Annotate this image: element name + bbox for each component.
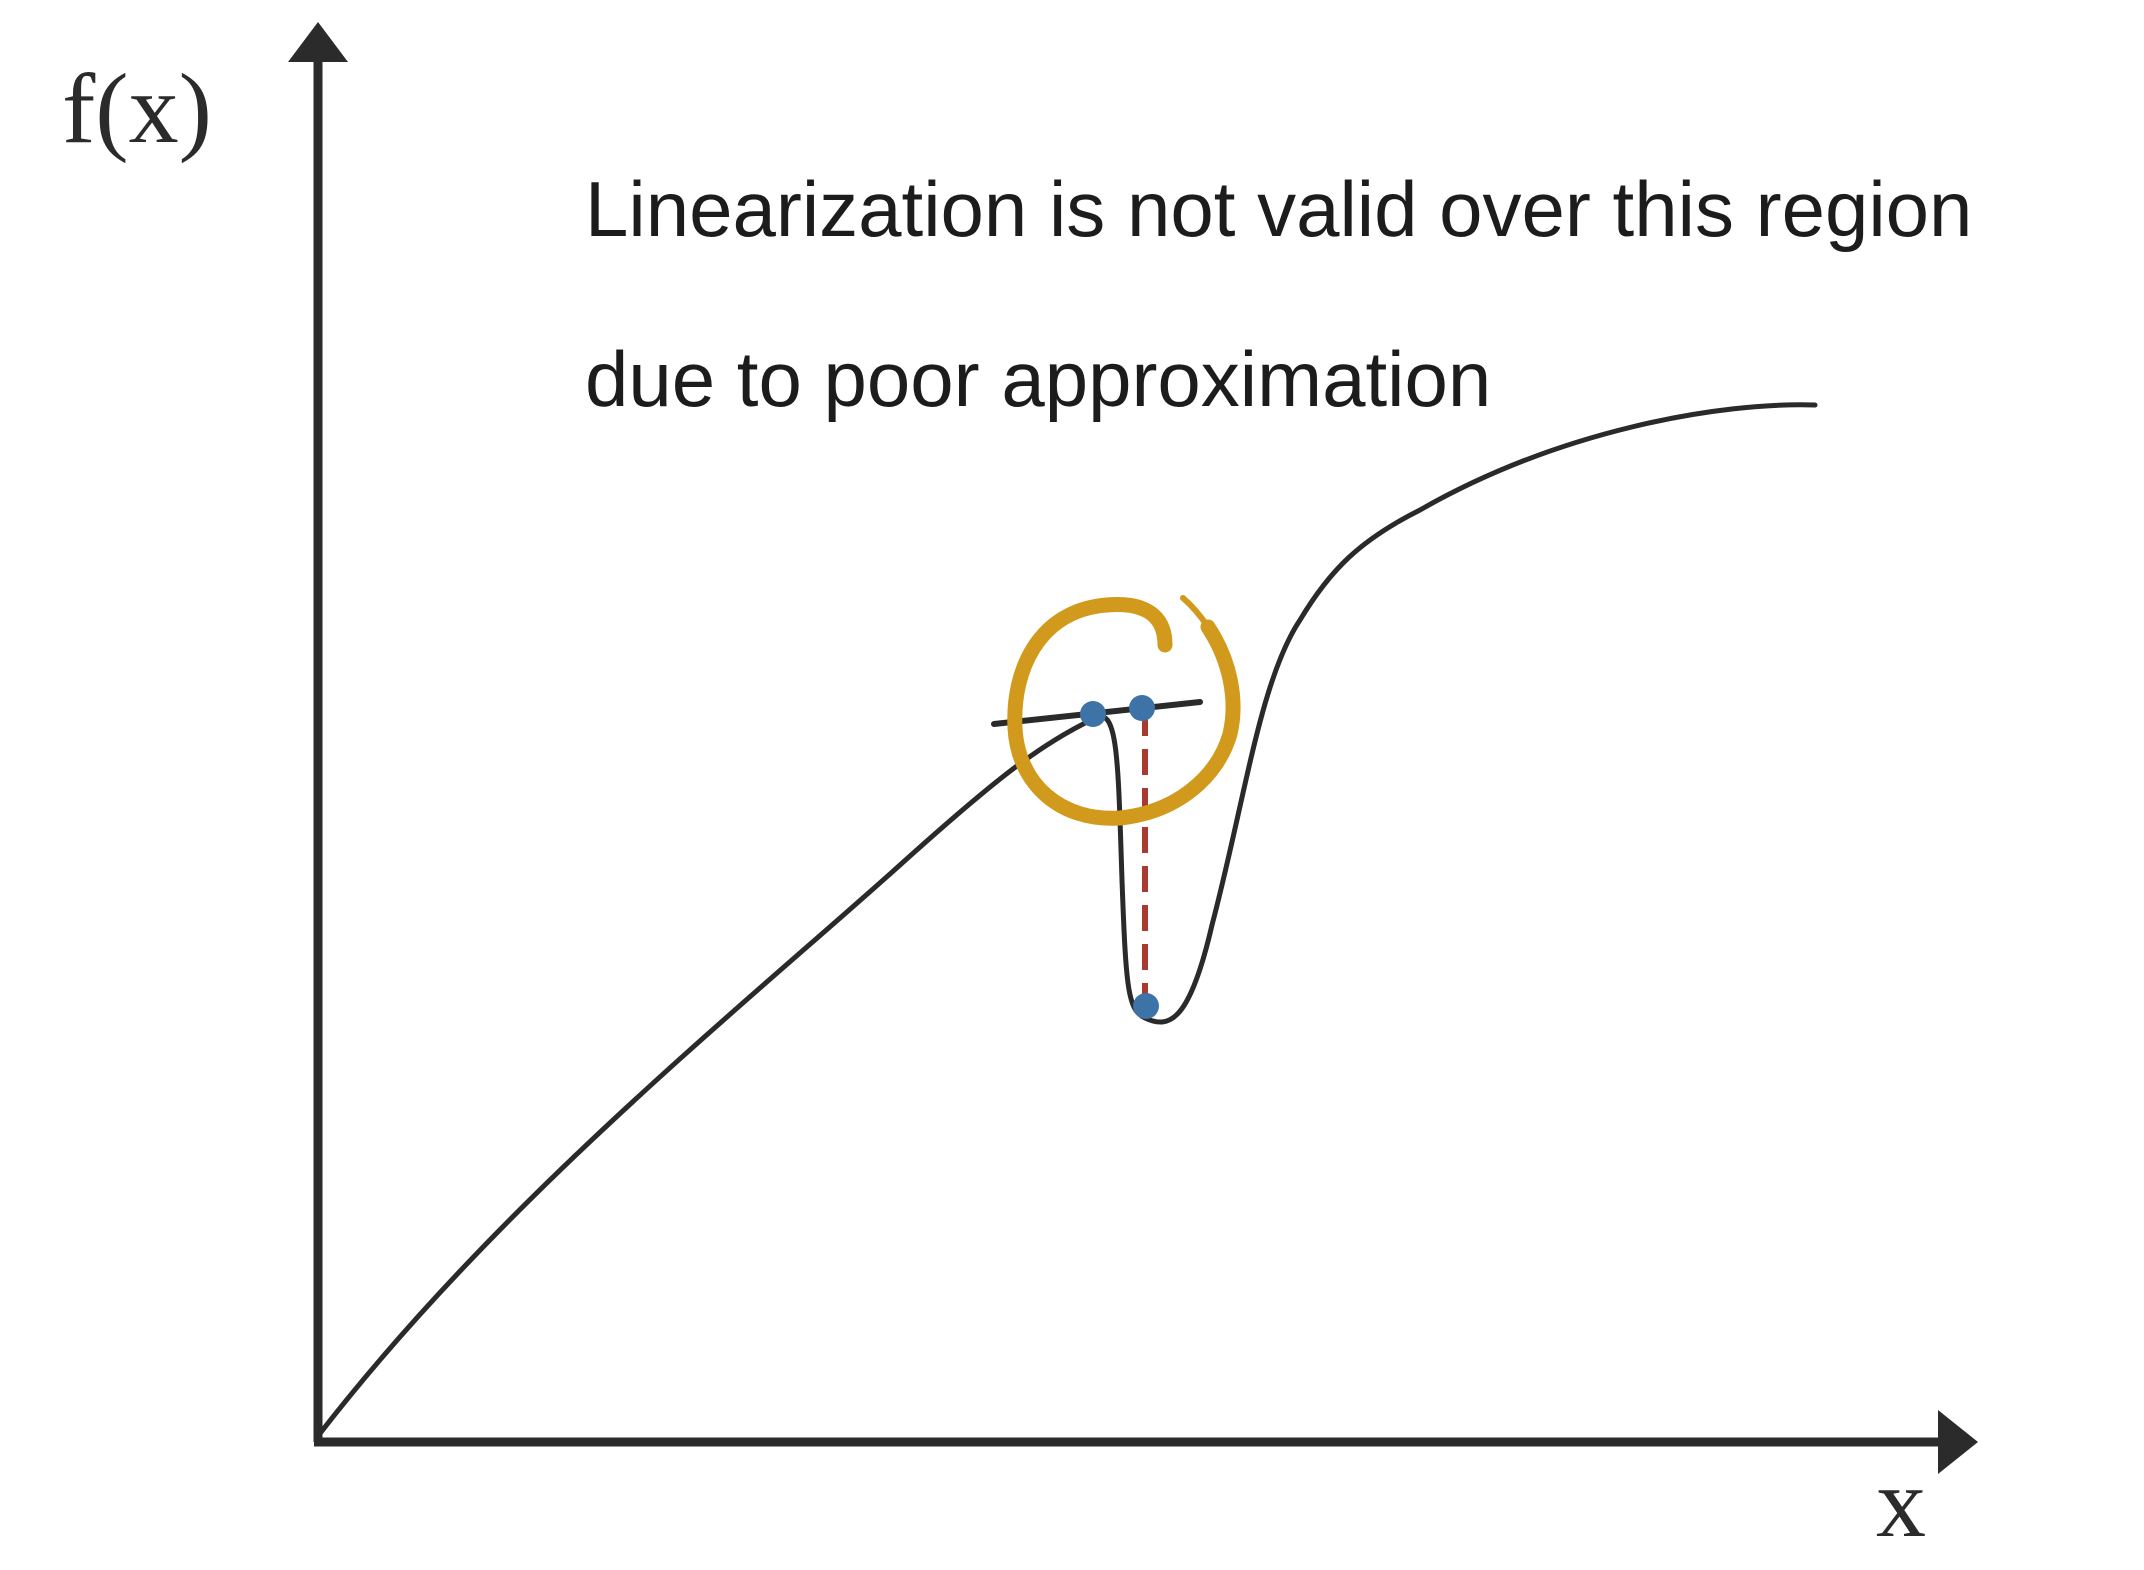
y-axis-label: f(x) <box>62 53 212 164</box>
x-axis-arrowhead <box>1938 1410 1978 1474</box>
x-axis-label: x <box>1876 1447 1926 1558</box>
y-axis-arrowhead <box>288 22 348 62</box>
y-axis <box>288 22 348 1442</box>
x-axis <box>314 1410 1978 1474</box>
actual-value-dot-icon <box>1133 993 1159 1019</box>
hand-drawn-circle-icon <box>1007 595 1241 826</box>
function-curve <box>315 402 1818 1439</box>
annotation-line-2: due to poor approximation <box>585 335 1491 423</box>
tangent-point-dot-icon <box>1080 701 1106 727</box>
annotation-line-1: Linearization is not valid over this reg… <box>585 165 1972 253</box>
linear-estimate-dot-icon <box>1129 695 1155 721</box>
